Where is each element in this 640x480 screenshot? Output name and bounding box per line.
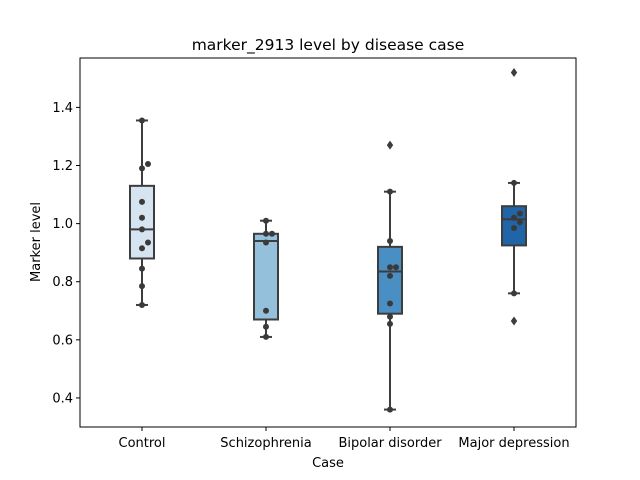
swarm-points bbox=[139, 117, 151, 308]
data-point bbox=[139, 198, 145, 205]
data-point bbox=[263, 307, 269, 314]
data-point bbox=[517, 219, 523, 226]
data-point bbox=[387, 300, 393, 307]
outlier-marker bbox=[510, 68, 518, 78]
y-tick-label: 0.4 bbox=[52, 391, 73, 406]
swarm-points bbox=[511, 179, 523, 297]
outlier-marker bbox=[510, 316, 518, 326]
swarm-points bbox=[387, 188, 399, 413]
box-iqr bbox=[253, 232, 279, 321]
x-tick-label: Schizophrenia bbox=[220, 436, 311, 451]
x-tick-label: Bipolar disorder bbox=[338, 436, 442, 451]
data-point bbox=[387, 272, 393, 279]
y-tick-label: 0.8 bbox=[52, 275, 73, 290]
data-point bbox=[145, 239, 151, 246]
data-point bbox=[139, 265, 145, 272]
data-point bbox=[145, 161, 151, 168]
data-point bbox=[387, 406, 393, 413]
box-group bbox=[129, 119, 155, 306]
data-point bbox=[139, 214, 145, 221]
data-point bbox=[263, 239, 269, 246]
y-tick-label: 1.0 bbox=[52, 217, 73, 232]
x-axis-title: Case bbox=[312, 456, 344, 471]
data-point bbox=[517, 210, 523, 217]
chart-title: marker_2913 level by disease case bbox=[192, 36, 465, 55]
data-point bbox=[387, 238, 393, 245]
data-point bbox=[263, 323, 269, 330]
data-point bbox=[387, 188, 393, 195]
data-point bbox=[511, 214, 517, 221]
x-tick-label: Control bbox=[119, 436, 166, 451]
data-point bbox=[263, 230, 269, 237]
data-point bbox=[511, 224, 517, 231]
data-point bbox=[139, 165, 145, 172]
data-point bbox=[393, 264, 399, 271]
data-point bbox=[139, 301, 145, 308]
data-point bbox=[387, 264, 393, 271]
box-group bbox=[253, 219, 279, 338]
data-point bbox=[139, 226, 145, 233]
data-point bbox=[511, 290, 517, 297]
y-axis: 0.4 0.6 0.8 1.0 1.2 1.4 bbox=[52, 101, 80, 406]
data-point bbox=[511, 179, 517, 186]
y-axis-title: Marker level bbox=[29, 202, 44, 282]
data-point bbox=[263, 217, 269, 224]
data-point bbox=[139, 283, 145, 290]
box-group bbox=[501, 68, 527, 326]
outlier-marker bbox=[386, 140, 394, 150]
swarm-points bbox=[263, 217, 275, 340]
data-point bbox=[387, 320, 393, 327]
plot-area bbox=[129, 68, 527, 413]
plot-frame bbox=[79, 57, 577, 428]
y-tick-label: 1.2 bbox=[52, 159, 73, 174]
data-point bbox=[387, 313, 393, 320]
data-point bbox=[269, 230, 275, 237]
data-point bbox=[139, 245, 145, 252]
x-tick-label: Major depression bbox=[458, 436, 569, 451]
data-point bbox=[263, 333, 269, 340]
data-point bbox=[139, 117, 145, 124]
x-axis: Control Schizophrenia Bipolar disorder Majo… bbox=[119, 427, 570, 451]
y-tick-label: 1.4 bbox=[52, 101, 73, 116]
y-tick-label: 0.6 bbox=[52, 333, 73, 348]
